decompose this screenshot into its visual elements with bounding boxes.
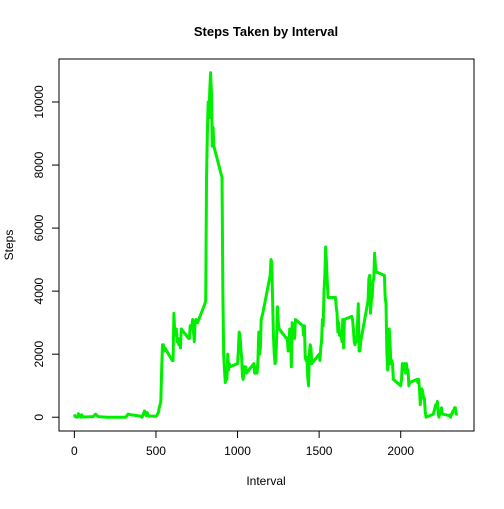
chart-title: Steps Taken by Interval <box>194 24 338 39</box>
x-tick-label: 2000 <box>387 444 414 458</box>
data-line <box>72 71 459 419</box>
y-tick-label: 6000 <box>32 214 46 241</box>
y-tick-label: 0 <box>32 414 46 421</box>
plot-box <box>58 58 475 432</box>
x-tick-label: 0 <box>71 444 78 458</box>
y-tick-label: 8000 <box>32 151 46 178</box>
x-tick-label: 1500 <box>306 444 333 458</box>
x-axis-label: Interval <box>246 474 285 488</box>
y-tick-label: 10000 <box>32 85 46 119</box>
y-tick-label: 4000 <box>32 277 46 304</box>
y-axis-label: Steps <box>2 230 16 261</box>
y-tick-label: 2000 <box>32 341 46 368</box>
x-tick-label: 500 <box>146 444 166 458</box>
x-tick-label: 1000 <box>224 444 251 458</box>
